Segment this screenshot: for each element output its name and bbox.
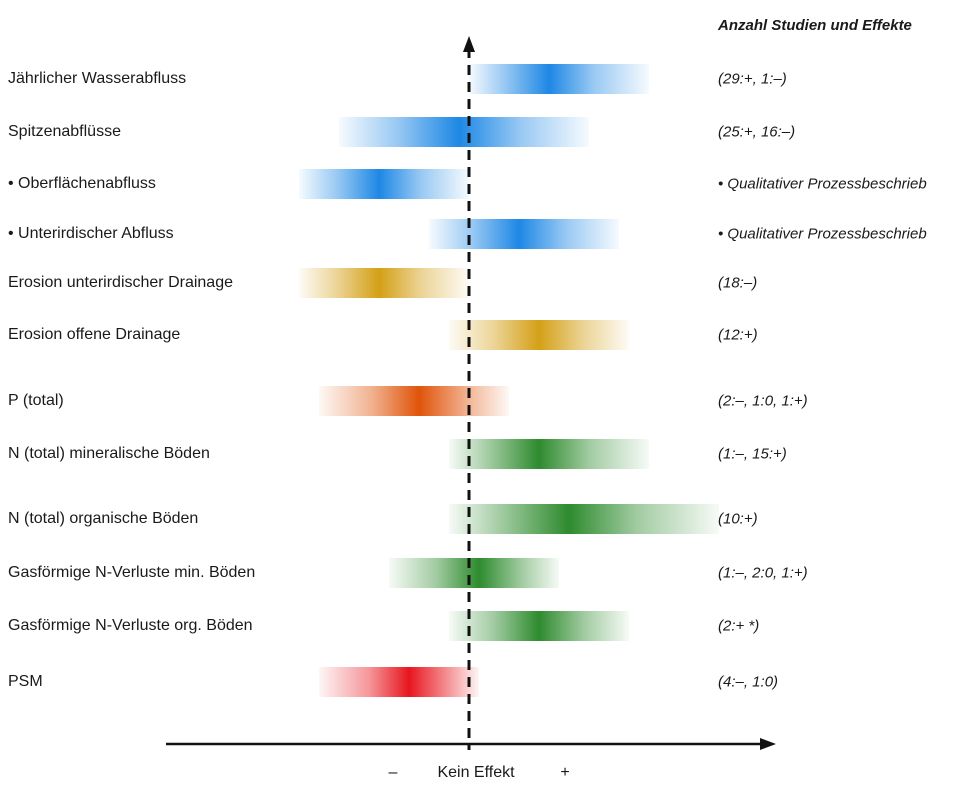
x-axis-center-label: Kein Effekt — [437, 764, 515, 781]
effect-bar — [469, 64, 649, 94]
effect-bar — [449, 320, 629, 350]
y-axis-arrow — [463, 36, 475, 52]
row-count: (29:+, 1:–) — [718, 70, 787, 88]
effect-bar — [449, 611, 629, 641]
row-label: • Oberflächenabfluss — [8, 175, 156, 192]
row-label: N (total) organische Böden — [8, 510, 199, 527]
effect-bar — [449, 504, 719, 534]
row-count: (18:–) — [718, 274, 758, 292]
effect-bar — [319, 667, 479, 697]
row-count: (1:–, 2:0, 1:+) — [718, 564, 808, 582]
x-axis-minus-label: – — [388, 764, 398, 781]
row-count: (10:+) — [718, 510, 758, 528]
row-count: (2:+ *) — [718, 617, 760, 635]
row-count: (25:+, 16:–) — [718, 123, 796, 141]
row-count: (12:+) — [718, 326, 758, 344]
effect-bar — [429, 219, 619, 249]
effect-bar — [449, 439, 649, 469]
effect-bar — [299, 268, 469, 298]
row-label: Jährlicher Wasserabfluss — [8, 70, 187, 87]
axes-layer — [166, 36, 776, 750]
row-label: Spitzenabflüsse — [8, 123, 121, 140]
row-count: (4:–, 1:0) — [718, 673, 779, 691]
row-label: Erosion unterirdischer Drainage — [8, 274, 233, 291]
effect-bar — [389, 558, 559, 588]
x-axis-plus-label: + — [560, 764, 570, 781]
row-label: • Unterirdischer Abfluss — [8, 225, 174, 242]
row-count: • Qualitativer Prozessbeschrieb — [718, 225, 927, 243]
row-label: Gasförmige N-Verluste org. Böden — [8, 617, 253, 634]
effect-bar — [299, 169, 469, 199]
row-label: PSM — [8, 673, 43, 690]
row-count: (1:–, 15:+) — [718, 445, 787, 463]
row-label: Gasförmige N-Verluste min. Böden — [8, 564, 256, 581]
counts-header: Anzahl Studien und Effekte — [718, 17, 912, 34]
effect-bar — [339, 117, 589, 147]
row-label: P (total) — [8, 392, 64, 409]
x-axis-arrow — [760, 738, 776, 750]
row-label: N (total) mineralische Böden — [8, 445, 210, 462]
row-count: • Qualitativer Prozessbeschrieb — [718, 175, 927, 193]
bars-layer — [299, 64, 719, 697]
row-count: (2:–, 1:0, 1:+) — [718, 392, 808, 410]
effect-bar — [319, 386, 509, 416]
row-label: Erosion offene Drainage — [8, 326, 181, 343]
